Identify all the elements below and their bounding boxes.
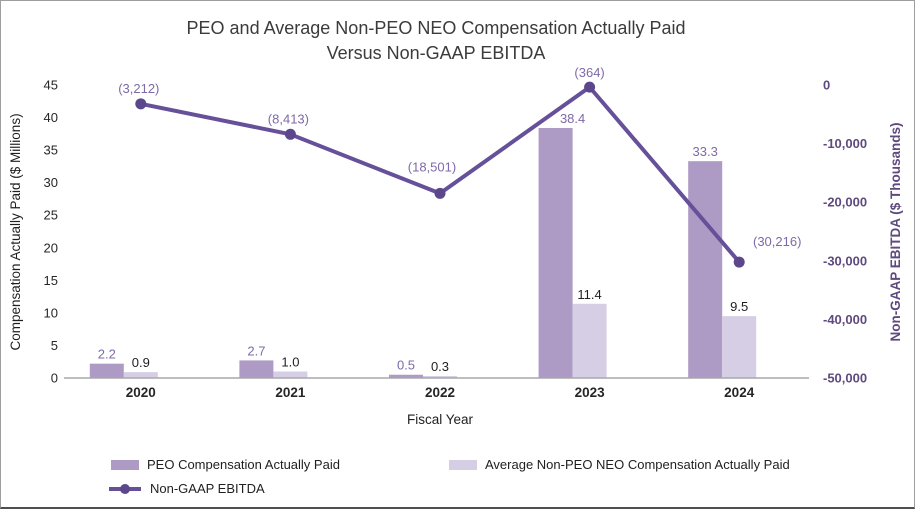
right-tick-label-4: -40,000 [823,312,867,327]
ebitda-line-swatch-icon [107,482,143,496]
left-tick-label-4: 20 [44,240,58,255]
left-tick-label-2: 10 [44,305,58,320]
bar-label-peo-2022: 0.5 [397,358,415,373]
ebitda-label-2021: (8,413) [268,111,309,126]
right-tick-label-1: -10,000 [823,136,867,151]
left-tick-label-8: 40 [44,110,58,125]
ebitda-label-2023: (364) [574,65,604,80]
left-tick-label-5: 25 [44,208,58,223]
chart-title: PEO and Average Non-PEO NEO Compensation… [61,16,811,66]
bar-neo-2023 [572,303,607,378]
year-label-2022: 2022 [425,385,455,400]
legend-label-ebitda: Non-GAAP EBITDA [150,481,265,496]
ebitda-line [140,85,741,264]
ebitda-marker-2023 [584,81,596,93]
bar-label-peo-2020: 2.2 [98,347,116,362]
left-axis-title: Compensation Actually Paid ($ Millions) [8,113,23,350]
legend-item-peo: PEO Compensation Actually Paid [111,457,340,472]
left-tick-label-7: 35 [44,143,58,158]
bar-peo-2022 [389,374,423,378]
ebitda-label-2020: (3,212) [118,81,159,96]
bar-peo-2023 [538,127,573,379]
ebitda-label-2024: (30,216) [753,234,801,249]
legend-item-ebitda: Non-GAAP EBITDA [107,481,265,496]
legend-label-neo: Average Non-PEO NEO Compensation Actuall… [485,457,790,472]
left-tick-label-0: 0 [51,371,58,386]
ebitda-marker-2022 [434,187,446,199]
bar-label-neo-2023: 11.4 [577,287,601,302]
peo-bar-swatch-icon [111,459,139,470]
left-tick-label-9: 45 [44,78,58,93]
bar-label-peo-2021: 2.7 [247,343,265,358]
chart-title-line1: PEO and Average Non-PEO NEO Compensation… [186,18,686,38]
bar-neo-2024 [722,316,757,378]
ebitda-label-2022: (18,501) [408,159,456,174]
year-label-2024: 2024 [724,385,755,400]
chart-title-line2: Versus Non-GAAP EBITDA [326,43,546,63]
year-label-2020: 2020 [126,385,156,400]
right-tick-label-5: -50,000 [823,371,867,386]
legend-item-neo: Average Non-PEO NEO Compensation Actuall… [449,457,790,472]
bar-peo-2024 [688,161,723,378]
bar-label-neo-2021: 1.0 [281,354,299,369]
bar-peo-2020 [89,363,124,378]
ebitda-marker-2020 [135,98,147,110]
right-axis-title: Non-GAAP EBITDA ($ Thousands) [888,123,903,342]
ebitda-marker-2021 [284,128,296,140]
right-tick-label-2: -20,000 [823,195,867,210]
bar-label-neo-2024: 9.5 [730,299,748,314]
left-tick-label-3: 15 [44,273,58,288]
neo-bar-swatch-icon [449,459,477,470]
bar-label-neo-2020: 0.9 [132,355,150,370]
bar-neo-2020 [123,372,158,378]
right-tick-label-0: 0 [823,78,830,93]
legend-label-peo: PEO Compensation Actually Paid [147,457,340,472]
bar-label-neo-2022: 0.3 [431,359,449,374]
year-label-2023: 2023 [575,385,606,400]
bar-neo-2021 [273,371,308,378]
year-label-2021: 2021 [275,385,306,400]
bar-peo-2021 [239,360,274,378]
right-tick-label-3: -30,000 [823,253,867,268]
x-axis-title: Fiscal Year [407,412,474,427]
bar-label-peo-2023: 38.4 [560,111,585,126]
bar-neo-2022 [423,376,457,378]
bar-label-peo-2024: 33.3 [693,144,718,159]
ebitda-marker-2024 [733,256,745,268]
left-tick-label-6: 30 [44,175,58,190]
left-tick-label-1: 5 [51,338,58,353]
